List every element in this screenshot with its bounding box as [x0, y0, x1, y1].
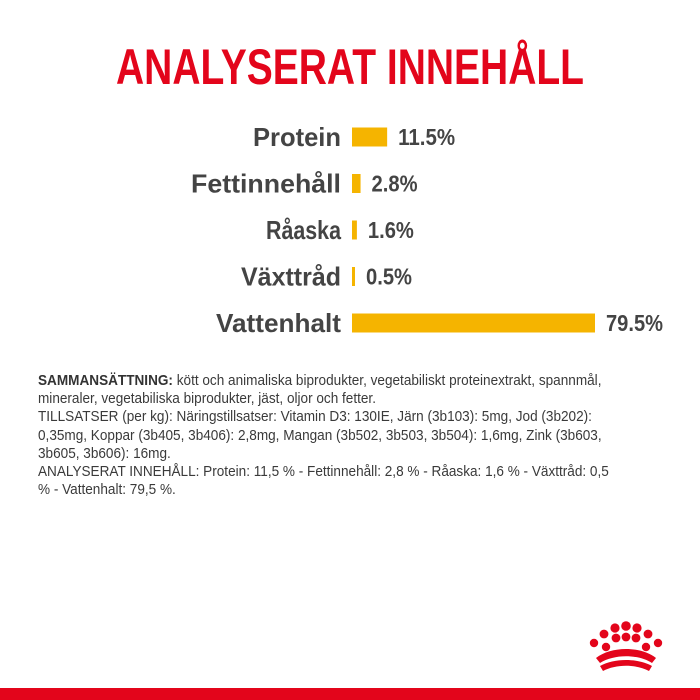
ingredients-paragraph: SAMMANSÄTTNING: kött och animaliska bipr…	[38, 372, 615, 408]
category-label: Råaska	[266, 215, 341, 245]
composition-heading: SAMMANSÄTTNING:	[38, 373, 173, 389]
value-label: 79.5%	[606, 310, 663, 336]
bar	[352, 127, 388, 147]
category-label: Växttråd	[241, 262, 341, 292]
analysis-paragraph: ANALYSERAT INNEHÅLL: Protein: 11,5 % - F…	[38, 464, 609, 499]
category-label: Protein	[253, 122, 341, 152]
royal-canin-crown-logo	[589, 621, 663, 671]
bottom-accent-bar	[0, 688, 700, 700]
composition-text: SAMMANSÄTTNING: kött och animaliska bipr…	[38, 372, 615, 499]
category-label: Fettinnehåll	[191, 169, 341, 199]
value-label: 1.6%	[368, 217, 414, 243]
bottom-accent-bar-fill	[0, 688, 700, 700]
page-title: ANALYSERAT INNEHÅLL	[115, 39, 585, 95]
crown-icon	[589, 621, 663, 671]
value-label: 11.5%	[398, 124, 455, 150]
bar	[352, 267, 355, 286]
additives-paragraph: TILLSATSER (per kg): Näringstillsatser: …	[38, 409, 602, 462]
bar	[352, 174, 361, 193]
value-label: 2.8%	[372, 171, 418, 197]
value-label: 0.5%	[366, 264, 412, 290]
nutrient-bar-chart: Protein 11.5% Fettinnehåll 2.8% Råaska 1.6% Vä…	[191, 122, 663, 338]
ingredients-text: kött och animaliska biprodukter, vegetab…	[38, 373, 602, 408]
bar	[352, 220, 357, 240]
bar	[352, 313, 595, 333]
category-label: Vattenhalt	[216, 308, 341, 338]
